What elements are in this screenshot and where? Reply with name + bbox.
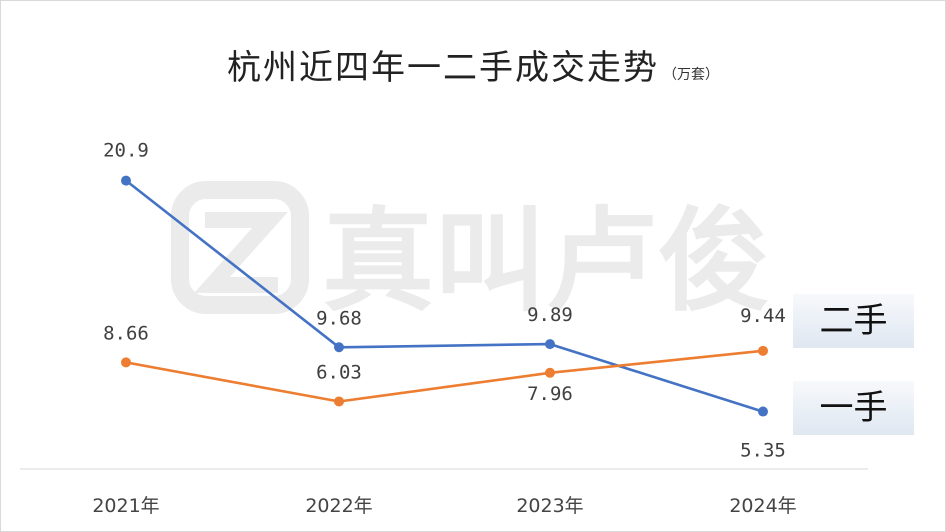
data-label-first-hand: 9.89: [527, 304, 573, 326]
data-label-second-hand: 7.96: [527, 383, 573, 405]
data-point-second-hand: [758, 345, 768, 356]
series-line-second-hand: [125, 349, 764, 403]
legend-label-first-hand-text: 一手: [819, 388, 888, 428]
data-label-first-hand: 20.9: [103, 140, 149, 162]
data-label-second-hand: 8.66: [103, 322, 149, 344]
data-label-second-hand: 6.03: [316, 361, 362, 383]
data-point-first-hand: [334, 342, 344, 353]
legend-label-second-hand-text: 二手: [819, 301, 888, 341]
data-point-second-hand: [545, 367, 555, 378]
chart-title-block: 杭州近四年一二手成交走势 （万套）: [0, 40, 946, 89]
x-tick-label: 2022年: [305, 495, 372, 517]
legend-label-first-hand: 一手: [793, 381, 914, 435]
series-line-first-hand: [125, 179, 764, 413]
data-label-second-hand: 9.44: [740, 305, 786, 327]
data-point-first-hand: [758, 406, 768, 417]
data-point-first-hand: [545, 339, 555, 350]
data-label-first-hand: 9.68: [316, 307, 362, 329]
legend-label-second-hand: 二手: [793, 294, 914, 348]
x-tick-label: 2024年: [729, 495, 796, 517]
data-label-first-hand: 5.35: [740, 440, 786, 462]
chart-unit: （万套）: [663, 67, 719, 83]
data-point-first-hand: [121, 175, 131, 186]
data-point-second-hand: [334, 396, 344, 407]
chart-title: 杭州近四年一二手成交走势: [227, 48, 659, 88]
data-point-second-hand: [121, 357, 131, 368]
x-tick-label: 2021年: [92, 495, 159, 517]
x-tick-label: 2023年: [516, 495, 583, 517]
